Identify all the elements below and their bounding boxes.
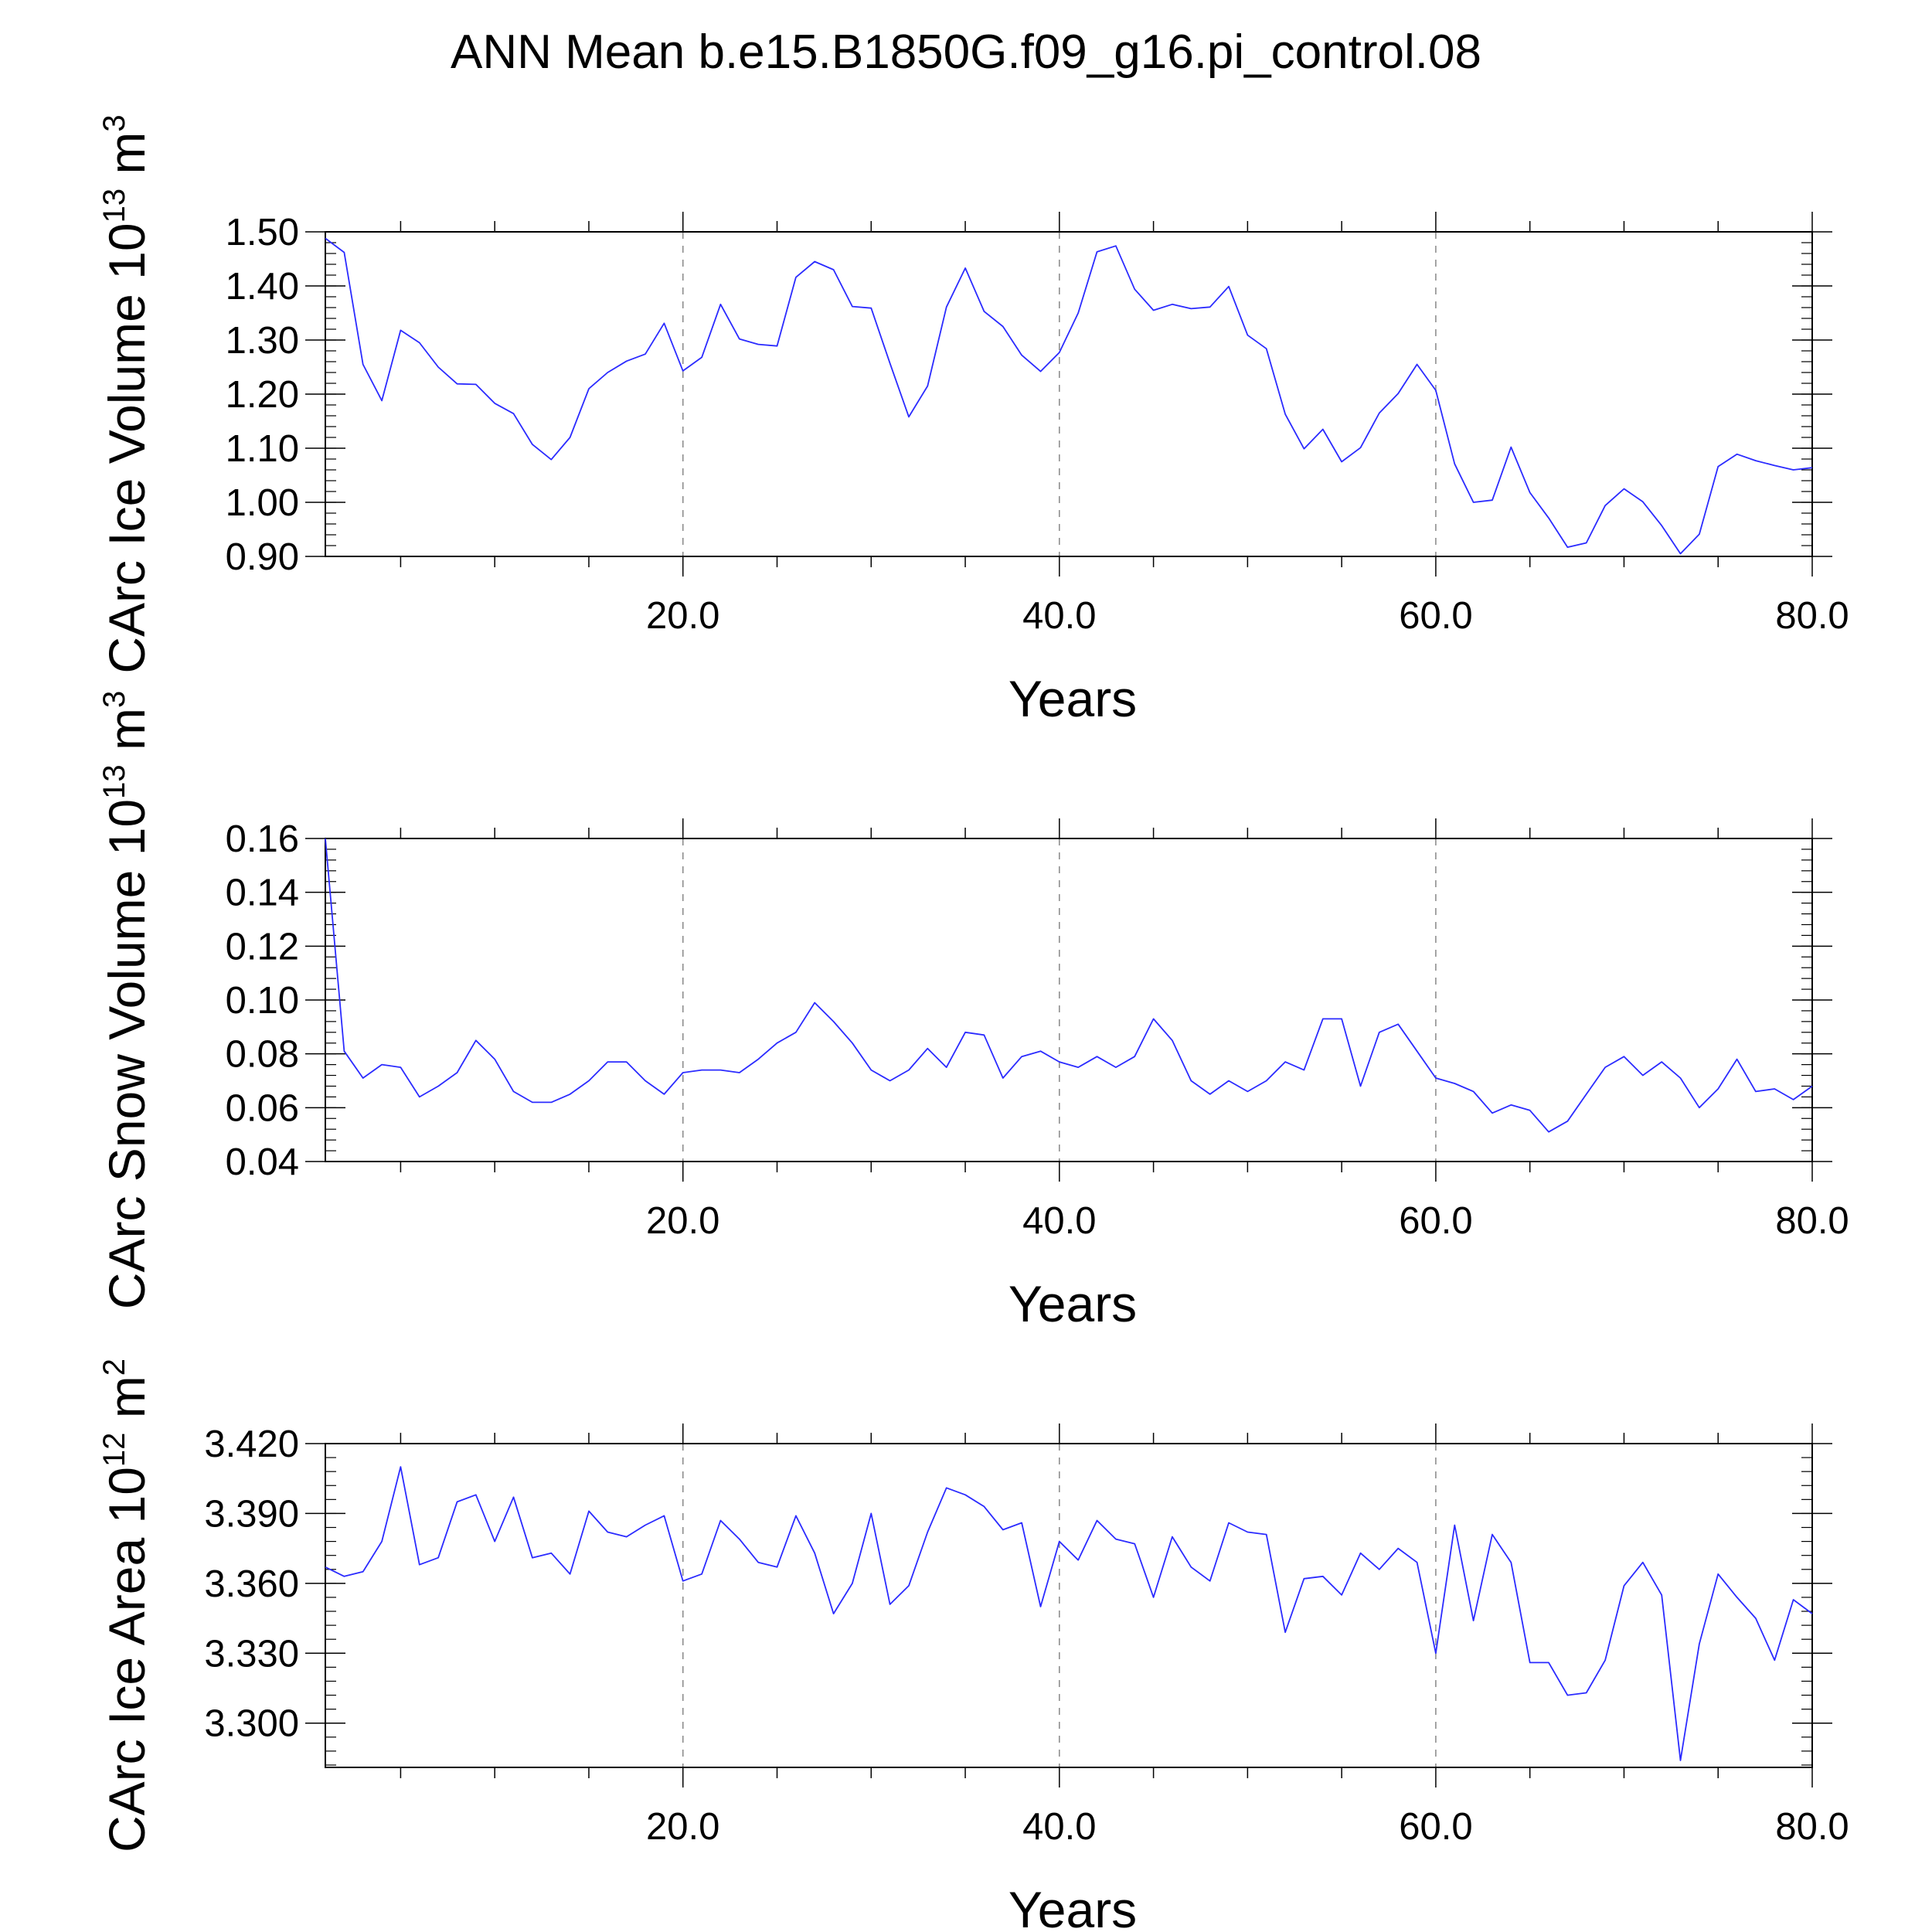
y-tick-label: 1.50 [226,212,299,253]
x-axis-title: Years [1009,670,1137,727]
y-axis-title-superscript: 2 [97,1359,131,1376]
y-axis-title-part: CArc Snow Volume 10 [98,799,155,1309]
y-tick-label: 0.90 [226,536,299,578]
x-tick-label: 80.0 [1775,1806,1849,1848]
y-tick-label: 1.10 [226,428,299,470]
y-axis-title: CArc Ice Volume 1013 m3 [97,114,155,673]
x-tick-label: 40.0 [1022,595,1096,637]
plot-frame [325,1443,1813,1768]
series-line [325,838,1813,1133]
y-axis-title-superscript: 13 [97,189,131,223]
x-tick-label: 60.0 [1399,595,1472,637]
x-tick-label: 20.0 [646,1806,719,1848]
y-axis-title-part: m [98,132,155,189]
x-tick-label: 20.0 [646,595,719,637]
y-tick-label: 3.360 [204,1563,299,1605]
x-tick-label: 60.0 [1399,1806,1472,1848]
chart-title: ANN Mean b.e15.B1850G.f09_g16.pi_control… [451,26,1481,79]
x-axis-title: Years [1009,1275,1137,1332]
x-tick-label: 20.0 [646,1200,719,1242]
y-tick-label: 0.10 [226,980,299,1022]
plot-frame [325,838,1813,1162]
y-axis-title: CArc Ice Area 1012 m2 [97,1359,155,1852]
y-tick-label: 1.30 [226,320,299,362]
y-axis-title-part: m [98,708,155,764]
y-axis-title: CArc Snow Volume 1013 m3 [97,691,155,1309]
y-axis-title-superscript: 3 [97,114,131,131]
y-tick-label: 3.420 [204,1423,299,1465]
y-axis-title-part: m [98,1376,155,1432]
series-line [325,237,1813,555]
y-tick-label: 0.08 [226,1034,299,1076]
y-axis-title-superscript: 3 [97,691,131,708]
y-tick-label: 1.20 [226,374,299,416]
x-tick-label: 60.0 [1399,1200,1472,1242]
y-axis-title-part: CArc Ice Volume 10 [98,223,155,673]
y-tick-label: 0.16 [226,818,299,860]
y-axis-title-superscript: 12 [97,1433,131,1468]
y-axis-title-part: CArc Ice Area 10 [98,1467,155,1852]
y-tick-label: 1.40 [226,266,299,308]
y-tick-label: 0.12 [226,926,299,968]
panel-1: 0.90 1.00 1.10 1.20 1.30 1.40 1.50 20.0 40.0 60.0… [97,114,1849,727]
y-tick-label: 0.04 [226,1141,299,1183]
y-axis-title-superscript: 13 [97,764,131,799]
y-tick-label: 3.330 [204,1633,299,1675]
panel-2: 0.04 0.06 0.08 0.10 0.12 0.14 0.16 20.0 40.0 60.0… [97,691,1849,1332]
plot-frame [325,231,1813,557]
x-tick-label: 80.0 [1775,1200,1849,1242]
panel-3: 3.300 3.330 3.360 3.390 3.420 20.0 40.0 60.0 80.… [97,1359,1849,1932]
series-line [325,1466,1813,1761]
y-tick-label: 1.00 [226,482,299,524]
y-tick-label: 0.06 [226,1087,299,1129]
y-tick-label: 3.300 [204,1703,299,1745]
x-tick-label: 40.0 [1022,1806,1096,1848]
x-axis-title: Years [1009,1881,1137,1932]
x-tick-label: 40.0 [1022,1200,1096,1242]
x-tick-label: 80.0 [1775,595,1849,637]
y-tick-label: 3.390 [204,1493,299,1535]
y-tick-label: 0.14 [226,872,299,914]
